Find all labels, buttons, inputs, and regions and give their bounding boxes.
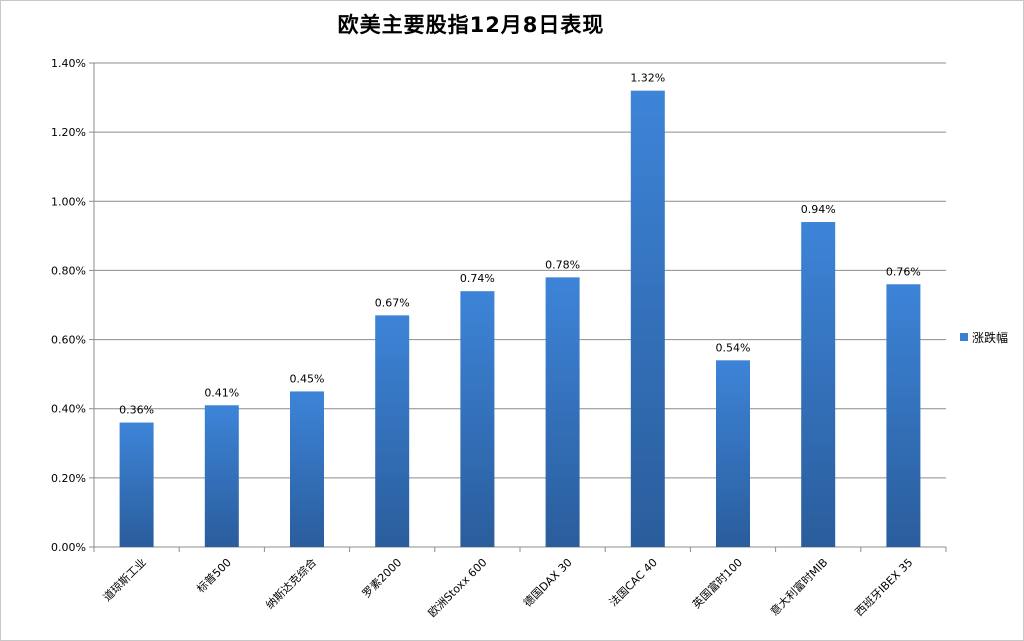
bar xyxy=(801,222,836,547)
legend-swatch xyxy=(960,333,968,341)
chart-title: 欧美主要股指12月8日表现 xyxy=(337,13,605,37)
data-label: 0.54% xyxy=(716,341,751,354)
data-label: 0.74% xyxy=(460,272,495,285)
category-label: 西班牙IBEX 35 xyxy=(853,556,916,619)
data-label: 1.32% xyxy=(630,72,665,85)
bar xyxy=(375,315,410,547)
bars xyxy=(119,90,921,548)
data-label: 0.94% xyxy=(801,203,836,216)
category-label: 道琼斯工业 xyxy=(100,555,149,604)
category-label: 德国DAX 30 xyxy=(520,555,574,609)
category-label: 标普500 xyxy=(194,555,234,595)
y-tick-label: 1.40% xyxy=(51,57,86,70)
bar xyxy=(460,291,495,547)
category-label: 英国富时100 xyxy=(689,555,745,611)
data-label: 0.45% xyxy=(290,372,325,385)
data-label: 0.67% xyxy=(375,296,410,309)
bar xyxy=(716,360,750,547)
legend: 涨跌幅 xyxy=(960,330,1008,345)
data-label: 0.78% xyxy=(545,258,580,271)
y-tick-label: 0.20% xyxy=(51,472,86,485)
category-label: 欧洲Stoxx 600 xyxy=(426,556,490,620)
y-tick-label: 0.60% xyxy=(51,334,86,347)
category-label: 罗素2000 xyxy=(360,556,405,601)
data-label: 0.36% xyxy=(119,404,154,417)
category-label: 法国CAC 40 xyxy=(606,555,660,609)
y-tick-label: 0.40% xyxy=(51,403,86,416)
legend-label: 涨跌幅 xyxy=(972,330,1008,345)
bar xyxy=(886,284,921,547)
bar xyxy=(119,422,154,547)
data-label: 0.41% xyxy=(204,386,239,399)
category-label: 纳斯达克综合 xyxy=(263,555,320,612)
bar xyxy=(204,405,239,547)
data-label: 0.76% xyxy=(886,265,921,278)
y-tick-label: 0.00% xyxy=(51,541,86,554)
y-tick-label: 1.20% xyxy=(51,126,86,139)
y-tick-label: 1.00% xyxy=(51,195,86,208)
category-label: 意大利富时MIB xyxy=(767,555,830,618)
bar xyxy=(545,277,580,547)
y-tick-label: 0.80% xyxy=(51,264,86,277)
bar xyxy=(630,90,665,548)
bar xyxy=(290,391,324,547)
